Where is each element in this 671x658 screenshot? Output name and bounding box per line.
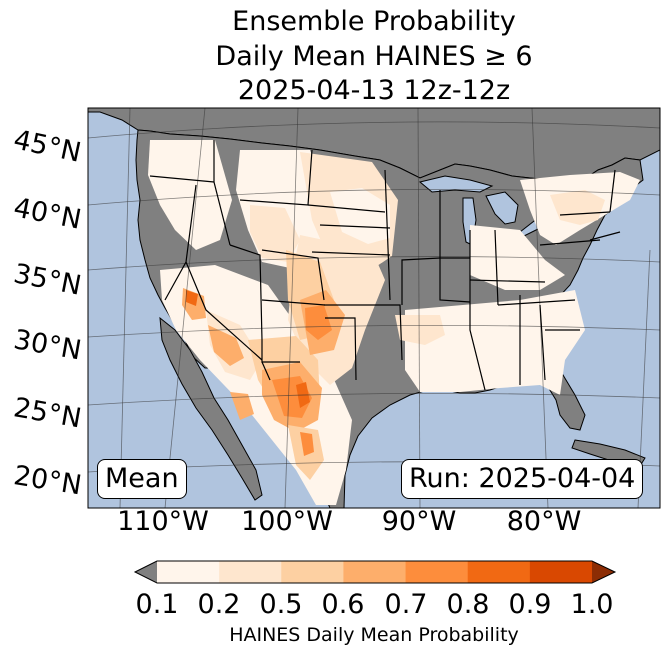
state-border <box>229 244 263 341</box>
graticule-line <box>119 108 131 508</box>
colorbar-swatch <box>467 561 531 583</box>
colorbar-tick: 0.5 <box>259 589 303 620</box>
colorbar-under-arrow <box>135 561 157 583</box>
title-line-2: Daily Mean HAINES ≥ 6 <box>215 41 533 72</box>
colorbar-swatch <box>281 561 344 583</box>
colorbar-tick: 0.2 <box>197 589 241 620</box>
state-border <box>261 299 326 306</box>
lon-label-90w: 90°W <box>381 506 457 537</box>
state-border <box>539 304 546 381</box>
state-border <box>384 169 391 301</box>
colorbar-swatch <box>219 561 282 583</box>
colorbar-tick: 1.0 <box>570 589 614 620</box>
probability-region <box>186 290 198 306</box>
probability-region <box>148 140 232 250</box>
state-borders <box>149 140 621 391</box>
lon-label-100w: 100°W <box>241 506 333 537</box>
graticule-line <box>88 324 660 338</box>
colorbar <box>133 560 617 584</box>
probability-region <box>395 315 445 345</box>
colorbar-swatch <box>157 561 220 583</box>
probability-region <box>208 325 244 366</box>
state-border <box>494 229 499 306</box>
run-label-box: Run: 2025-04-04 <box>401 459 644 499</box>
graticule-line <box>88 121 660 139</box>
probability-region <box>250 205 300 262</box>
colorbar-tick: 0.9 <box>508 589 552 620</box>
state-border <box>469 279 546 283</box>
state-border <box>149 175 215 183</box>
probability-region <box>230 392 254 420</box>
colorbar-tick: 0.7 <box>384 589 428 620</box>
state-border <box>589 231 621 241</box>
colorbar-tick: 0.8 <box>446 589 490 620</box>
graticule-line <box>88 256 660 271</box>
title-line-1: Ensemble Probability <box>232 6 516 37</box>
title-line-3: 2025-04-13 12z-12z <box>237 75 511 106</box>
state-border <box>469 230 486 391</box>
baja-peninsula <box>159 316 263 501</box>
state-border <box>261 361 271 381</box>
probability-region <box>330 188 390 244</box>
colorbar-label: HAINES Daily Mean Probability <box>229 624 519 646</box>
probability-region <box>550 190 605 225</box>
colorbar-tick: 0.6 <box>321 589 365 620</box>
state-border <box>539 239 601 246</box>
map-frame <box>87 107 661 509</box>
state-border <box>324 304 403 361</box>
state-border <box>325 317 357 381</box>
colorbar-over-arrow <box>592 561 615 583</box>
colorbar-tick: 0.1 <box>135 589 179 620</box>
colorbar-swatch <box>405 561 469 583</box>
state-border <box>319 224 391 229</box>
graticule-line <box>164 108 206 508</box>
graticule-line <box>88 188 660 206</box>
state-border <box>185 261 263 361</box>
probability-region <box>305 305 332 340</box>
state-border <box>439 190 471 303</box>
colorbar-swatch <box>343 561 407 583</box>
probability-region <box>300 432 314 456</box>
map-area <box>88 108 660 508</box>
stat-label-box: Mean <box>97 459 187 499</box>
state-border <box>213 140 231 246</box>
colorbar-swatch <box>529 561 593 583</box>
state-border <box>311 251 391 256</box>
state-border <box>307 204 386 213</box>
lon-label-110w: 110°W <box>117 506 209 537</box>
graticule-line <box>284 108 299 508</box>
graticule-line <box>417 108 421 508</box>
lon-label-80w: 80°W <box>506 506 582 537</box>
state-border <box>401 257 441 305</box>
graticule-line <box>88 392 660 406</box>
state-border <box>609 169 616 213</box>
state-border <box>497 299 576 306</box>
state-border <box>559 211 611 216</box>
state-border <box>261 249 325 301</box>
